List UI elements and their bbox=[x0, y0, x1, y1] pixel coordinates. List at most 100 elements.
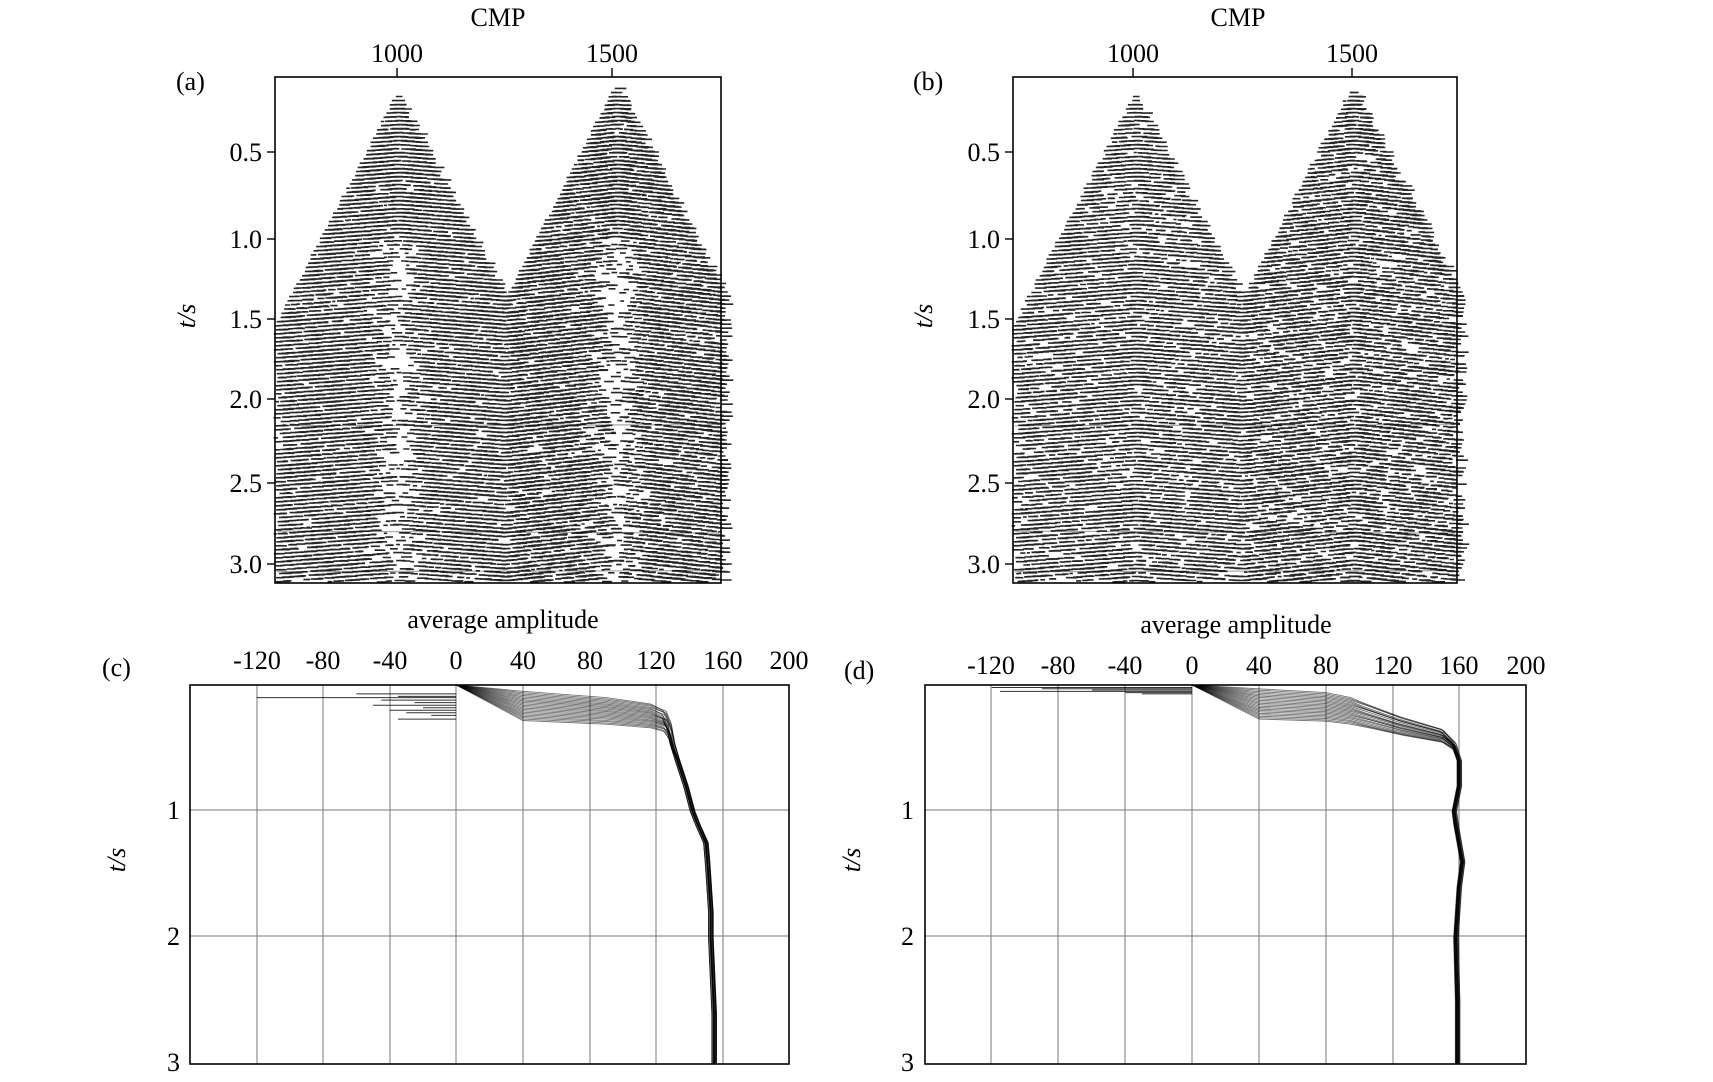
amplitude-curve bbox=[456, 684, 713, 1064]
panel-b-y-title: t/s bbox=[909, 304, 938, 329]
seismic-reflector bbox=[276, 424, 720, 427]
panel-c-x-tick-label: 40 bbox=[510, 646, 536, 675]
amplitude-curve bbox=[456, 684, 717, 1064]
panel-d-y-axis: 1 2 3 t/s bbox=[837, 796, 914, 1077]
panel-c-x-tick-labels: -120 -80 -40 0 40 80 120 160 200 bbox=[233, 646, 808, 675]
panel-c-y-tick-label: 1 bbox=[167, 796, 180, 825]
panel-c-x-tick-label: -80 bbox=[306, 646, 341, 675]
panel-d-x-tick-label: 0 bbox=[1186, 651, 1199, 680]
seismic-reflector bbox=[1014, 570, 1456, 573]
amplitude-curve bbox=[1192, 684, 1466, 1064]
panel-c-y-tick-label: 2 bbox=[167, 922, 180, 951]
panel-b-x-tick-label: 1000 bbox=[1107, 39, 1159, 68]
panel-c: average amplitude (c) -120 -80 -40 0 40 … bbox=[102, 605, 809, 1077]
amplitude-curve bbox=[456, 684, 717, 1064]
panel-a-frame bbox=[274, 76, 722, 584]
panel-a-y-tick-label: 1.5 bbox=[230, 305, 263, 334]
panel-d-x-tick-label: 40 bbox=[1246, 651, 1272, 680]
panel-c-grid bbox=[190, 685, 789, 1064]
panel-b: CMP 1000 1500 (b) 0.5 1.0 1.5 2.0 2.5 3.… bbox=[909, 3, 1470, 584]
panel-d-x-tick-label: -120 bbox=[967, 651, 1015, 680]
panel-c-x-tick-label: 200 bbox=[770, 646, 809, 675]
seismic-reflector bbox=[1014, 424, 1456, 427]
panel-a-y-title: t/s bbox=[172, 304, 201, 329]
panel-c-x-tick-label: 120 bbox=[637, 646, 676, 675]
panel-c-x-tick-label: -40 bbox=[373, 646, 408, 675]
panel-b-frame bbox=[1012, 76, 1458, 584]
panel-c-y-axis: 1 2 3 t/s bbox=[102, 796, 180, 1077]
amplitude-curve bbox=[456, 684, 717, 1064]
panel-d-x-title: average amplitude bbox=[1140, 610, 1331, 639]
panel-a-y-tick-label: 3.0 bbox=[230, 550, 263, 579]
panel-a-label: (a) bbox=[176, 67, 205, 96]
amplitude-curve bbox=[456, 684, 717, 1064]
amplitude-curve bbox=[456, 684, 715, 1064]
panel-d-x-tick-label: 80 bbox=[1313, 651, 1339, 680]
panel-d-x-tick-label: -40 bbox=[1108, 651, 1143, 680]
panel-b-x-tick-label: 1500 bbox=[1326, 39, 1378, 68]
amplitude-curve bbox=[1191, 684, 1462, 1064]
amplitude-curve bbox=[1192, 684, 1464, 1064]
seismic-reflector bbox=[276, 570, 720, 573]
panel-d-x-tick-label: 200 bbox=[1507, 651, 1546, 680]
amplitude-curve bbox=[1191, 684, 1464, 1064]
amplitude-curve bbox=[1191, 684, 1464, 1064]
panel-b-y-tick-label: 3.0 bbox=[968, 550, 1001, 579]
panel-b-seismic-image-texture bbox=[1011, 91, 1470, 583]
panel-d-grid bbox=[925, 685, 1526, 1064]
panel-a-x-tick-label: 1500 bbox=[586, 39, 638, 68]
panel-a-y-tick-label: 2.0 bbox=[230, 385, 263, 414]
amplitude-curve bbox=[456, 684, 714, 1064]
panel-b-y-tick-label: 1.0 bbox=[968, 225, 1001, 254]
panel-d-y-title: t/s bbox=[837, 848, 866, 873]
amplitude-curve bbox=[456, 684, 716, 1064]
panel-a-seismic-image-texture bbox=[273, 87, 734, 583]
amplitude-curve bbox=[1192, 684, 1465, 1064]
amplitude-curve bbox=[456, 684, 716, 1064]
panel-c-x-tick-label: 160 bbox=[704, 646, 743, 675]
amplitude-curve bbox=[456, 684, 716, 1064]
panel-c-label: (c) bbox=[102, 653, 131, 682]
amplitude-curve bbox=[1191, 684, 1463, 1064]
panel-b-y-tick-label: 2.0 bbox=[968, 385, 1001, 414]
panel-a: CMP 1000 1500 (a) 0.5 1.0 1.5 2.0 2.5 3.… bbox=[172, 3, 734, 584]
panel-a-seismic-image bbox=[273, 87, 734, 583]
amplitude-curve bbox=[456, 684, 715, 1064]
amplitude-curve bbox=[1191, 684, 1464, 1064]
panel-a-y-tick-label: 1.0 bbox=[230, 225, 263, 254]
amplitude-curve bbox=[456, 684, 715, 1064]
amplitude-curve bbox=[456, 684, 717, 1064]
amplitude-curve bbox=[455, 684, 715, 1064]
amplitude-curve bbox=[1192, 684, 1463, 1064]
amplitude-curve bbox=[1191, 684, 1465, 1064]
amplitude-curve bbox=[1191, 684, 1462, 1064]
panel-d-x-tick-label: 160 bbox=[1440, 651, 1479, 680]
panel-a-x-title: CMP bbox=[471, 3, 526, 32]
panel-c-x-title: average amplitude bbox=[407, 605, 598, 634]
panel-c-x-tick-label: 80 bbox=[577, 646, 603, 675]
panel-a-y-axis: 0.5 1.0 1.5 2.0 2.5 3.0 t/s bbox=[172, 138, 275, 579]
panel-a-y-tick-label: 2.5 bbox=[230, 469, 263, 498]
amplitude-curve bbox=[455, 684, 714, 1064]
amplitude-curve bbox=[1191, 684, 1464, 1064]
panel-d-label: (d) bbox=[844, 656, 874, 685]
panel-a-y-tick-label: 0.5 bbox=[230, 138, 263, 167]
amplitude-curve bbox=[456, 684, 715, 1064]
amplitude-curve bbox=[1192, 684, 1463, 1064]
amplitude-curve bbox=[1191, 684, 1466, 1064]
panel-d-frame bbox=[924, 684, 1527, 1065]
panel-d-x-tick-label: -80 bbox=[1041, 651, 1076, 680]
panel-b-label: (b) bbox=[913, 67, 943, 96]
panel-d-y-tick-label: 2 bbox=[901, 922, 914, 951]
amplitude-curve bbox=[1192, 684, 1462, 1064]
amplitude-curve bbox=[1191, 684, 1465, 1064]
amplitude-curve bbox=[456, 684, 717, 1064]
panel-c-x-tick-label: -120 bbox=[233, 646, 281, 675]
panel-c-x-tick-label: 0 bbox=[450, 646, 463, 675]
amplitude-curve bbox=[1191, 684, 1463, 1064]
panel-b-y-tick-label: 0.5 bbox=[968, 138, 1001, 167]
panel-c-frame bbox=[189, 684, 790, 1065]
panel-b-y-axis: 0.5 1.0 1.5 2.0 2.5 3.0 t/s bbox=[909, 138, 1013, 579]
panel-d-x-tick-label: 120 bbox=[1374, 651, 1413, 680]
